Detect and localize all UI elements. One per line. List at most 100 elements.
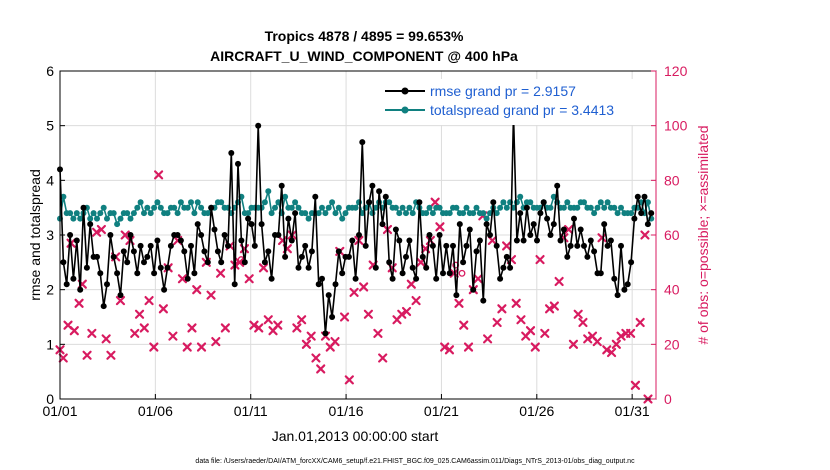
y-tick-label-right: 80 (664, 172, 680, 188)
rmse-point (198, 232, 205, 238)
totalspread-point (500, 199, 507, 206)
totalspread-point (177, 199, 184, 206)
y-tick-label-left: 2 (46, 282, 54, 298)
rmse-point (416, 199, 423, 206)
totalspread-point (618, 204, 624, 211)
rmse-point (60, 259, 67, 266)
rmse-point (433, 275, 440, 282)
rmse-point (141, 259, 147, 266)
y-tick-label-left: 1 (46, 336, 54, 352)
obs-assimilated-marker (187, 323, 197, 333)
totalspread-point (503, 204, 510, 211)
rmse-point (399, 270, 406, 277)
totalspread-point (171, 204, 178, 211)
y-tick-label-left: 0 (46, 391, 54, 407)
rmse-point (352, 275, 359, 282)
y-tick-label-right: 20 (664, 336, 680, 352)
obs-assimilated-marker (564, 224, 574, 235)
obs-assimilated-marker (497, 304, 507, 314)
obs-assimilated-marker (411, 296, 421, 306)
obs-assimilated-marker (363, 309, 373, 319)
rmse-point (268, 275, 275, 282)
rmse-point (194, 221, 201, 228)
rmse-point (473, 248, 480, 255)
totalspread-point (497, 204, 504, 211)
totalspread-point (517, 193, 524, 200)
totalspread-point (114, 221, 121, 228)
rmse-point (631, 215, 638, 222)
obs-assimilated-marker (630, 380, 641, 390)
obs-assimilated-marker (463, 342, 474, 352)
obs-assimilated-marker (206, 290, 216, 300)
rmse-point (124, 259, 131, 266)
y-tick-label-left: 6 (46, 63, 54, 79)
rmse-point (540, 199, 547, 206)
rmse-point (456, 221, 463, 228)
obs-assimilated-marker (626, 328, 636, 338)
rmse-point (292, 210, 299, 217)
obs-assimilated-marker (473, 274, 483, 284)
obs-assimilated-marker (244, 274, 254, 284)
rmse-point (298, 253, 305, 260)
y-tick-label-left: 3 (46, 227, 54, 243)
obs-assimilated-marker (263, 315, 273, 325)
legend-box (376, 79, 648, 125)
totalspread-point (601, 204, 608, 211)
rmse-point (483, 221, 490, 228)
obs-assimilated-marker (196, 342, 207, 352)
totalspread-point (403, 210, 409, 217)
rmse-point (436, 232, 443, 238)
totalspread-point (100, 204, 107, 211)
rmse-point (104, 281, 110, 288)
rmse-point (225, 242, 231, 249)
obs-assimilated-marker (316, 364, 326, 374)
rmse-point (392, 226, 399, 233)
rmse-point (235, 160, 241, 167)
x-tick-label: 01/26 (519, 403, 554, 419)
obs-assimilated-marker (306, 331, 316, 341)
rmse-point (151, 270, 158, 277)
rmse-point (107, 232, 114, 238)
series-layer (55, 111, 655, 404)
rmse-point (621, 286, 628, 293)
obs-assimilated-marker (96, 224, 106, 235)
rmse-point (245, 215, 252, 222)
rmse-point (604, 242, 611, 249)
legend-rmse-label: rmse grand pr = 2.9157 (430, 83, 576, 99)
obs-assimilated-marker (492, 317, 502, 328)
obs-assimilated-marker (273, 320, 283, 330)
totalspread-point (483, 215, 490, 222)
totalspread-point (470, 210, 477, 217)
rmse-point (517, 210, 524, 217)
rmse-point (97, 270, 104, 277)
rmse-point (221, 232, 228, 238)
totalspread-point (67, 210, 74, 217)
totalspread-point (453, 204, 460, 211)
rmse-point (164, 264, 171, 271)
rmse-point (366, 199, 373, 206)
rmse-point (574, 242, 581, 249)
obs-assimilated-marker (616, 331, 626, 341)
rmse-point (305, 264, 312, 271)
x-tick-label: 01/01 (42, 403, 77, 419)
obs-assimilated-marker (254, 323, 264, 333)
rmse-point (335, 248, 342, 255)
totalspread-point (335, 204, 342, 211)
totalspread-point (60, 193, 67, 200)
rmse-point (322, 330, 329, 337)
rmse-point (63, 281, 70, 288)
rmse-point (591, 248, 598, 255)
totalspread-point (547, 204, 554, 211)
totalspread-point (104, 215, 110, 222)
obs-assimilated-marker (568, 339, 579, 349)
rmse-point (218, 259, 225, 266)
rmse-point (614, 292, 621, 299)
obs-assimilated-marker (459, 320, 469, 330)
totalspread-point (493, 210, 500, 217)
rmse-point (94, 253, 100, 260)
rmse-point (577, 226, 584, 233)
rmse-point (618, 242, 624, 249)
totalspread-point (198, 204, 205, 211)
totalspread-point (409, 210, 416, 217)
